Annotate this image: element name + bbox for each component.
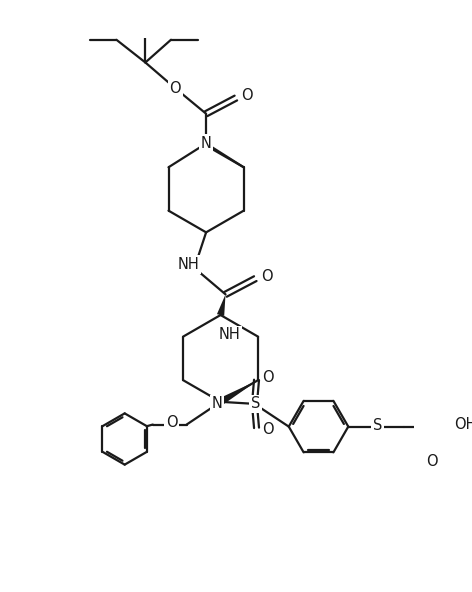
Text: O: O xyxy=(262,371,274,385)
Text: O: O xyxy=(242,88,253,104)
Text: O: O xyxy=(261,269,273,284)
Text: O: O xyxy=(262,423,274,437)
Text: O: O xyxy=(166,416,177,430)
Polygon shape xyxy=(217,294,226,316)
Polygon shape xyxy=(219,380,258,405)
Text: O: O xyxy=(169,81,181,96)
Text: NH: NH xyxy=(219,327,241,342)
Text: O: O xyxy=(426,454,438,469)
Text: S: S xyxy=(251,397,261,411)
Text: N: N xyxy=(212,397,223,411)
Text: S: S xyxy=(372,419,382,433)
Text: NH: NH xyxy=(177,257,199,272)
Text: N: N xyxy=(201,136,211,151)
Text: OH: OH xyxy=(454,417,472,432)
